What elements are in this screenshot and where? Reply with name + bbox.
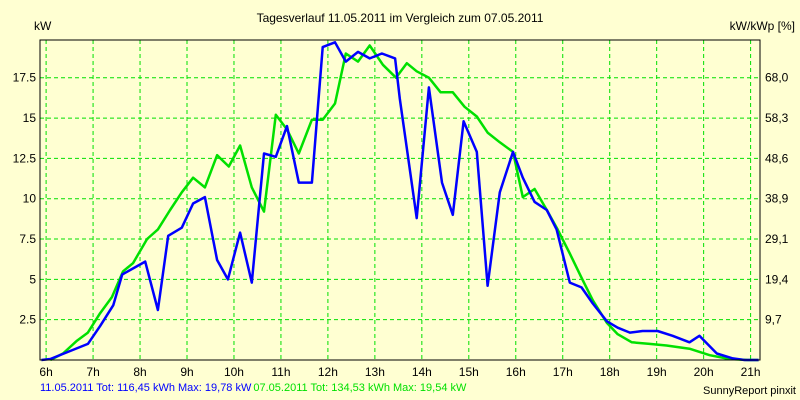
y-right-tick-label: 48,6 <box>765 151 789 165</box>
x-tick-label: 7h <box>86 365 99 379</box>
legend-series-2: 07.05.2011 Tot: 134,53 kWh Max: 19,54 kW <box>253 382 467 394</box>
x-tick-label: 16h <box>506 365 526 379</box>
x-tick-label: 14h <box>412 365 432 379</box>
y-right-tick-label: 29,1 <box>765 232 789 246</box>
x-tick-label: 6h <box>39 365 52 379</box>
series-lines <box>41 41 759 362</box>
chart-title: Tagesverlauf 11.05.2011 im Vergleich zum… <box>257 11 544 25</box>
x-tick-label: 21h <box>741 365 761 379</box>
x-tick-label: 17h <box>553 365 573 379</box>
legend: 11.05.2011 Tot: 116,45 kWh Max: 19,78 kW… <box>40 382 466 394</box>
x-tick-label: 19h <box>647 365 667 379</box>
y-right-tick-label: 58,3 <box>765 111 789 125</box>
series-line-1 <box>41 41 759 362</box>
y-tick-label: 17.5 <box>13 71 37 85</box>
y-tick-label: 5 <box>29 272 36 286</box>
y-tick-label: 2.5 <box>19 313 36 327</box>
x-tick-label: 10h <box>224 365 244 379</box>
y-right-tick-label: 9,7 <box>765 313 782 327</box>
y-axis-right-label: kW/kWp [%] <box>730 19 795 33</box>
x-tick-label: 13h <box>365 365 385 379</box>
series-line-2 <box>49 44 759 362</box>
y-right-tick-label: 38,9 <box>765 192 789 206</box>
y-tick-label: 10 <box>23 192 37 206</box>
credit-text: SunnyReport pinxit <box>703 385 796 397</box>
plot-frame <box>39 39 761 361</box>
x-tick-label: 15h <box>459 365 479 379</box>
y-tick-label: 12.5 <box>13 151 37 165</box>
y-right-tick-label: 68,0 <box>765 71 789 85</box>
grid <box>40 40 760 360</box>
y-tick-label: 7.5 <box>19 232 36 246</box>
legend-series-1: 11.05.2011 Tot: 116,45 kWh Max: 19,78 kW <box>40 382 252 394</box>
x-tick-label: 9h <box>180 365 193 379</box>
x-tick-label: 18h <box>600 365 620 379</box>
y-right-tick-label: 19,4 <box>765 272 789 286</box>
x-tick-label: 8h <box>133 365 146 379</box>
x-tick-label: 20h <box>694 365 714 379</box>
x-tick-label: 11h <box>271 365 290 379</box>
y-tick-label: 15 <box>23 111 37 125</box>
y-axis-label: kW <box>34 19 52 33</box>
tick-labels: 6h 7h 8h 9h 10h 11h 12h 13h 14h 15h 16h 17h 18h 19h 20… <box>13 71 789 379</box>
x-tick-label: 12h <box>318 365 338 379</box>
